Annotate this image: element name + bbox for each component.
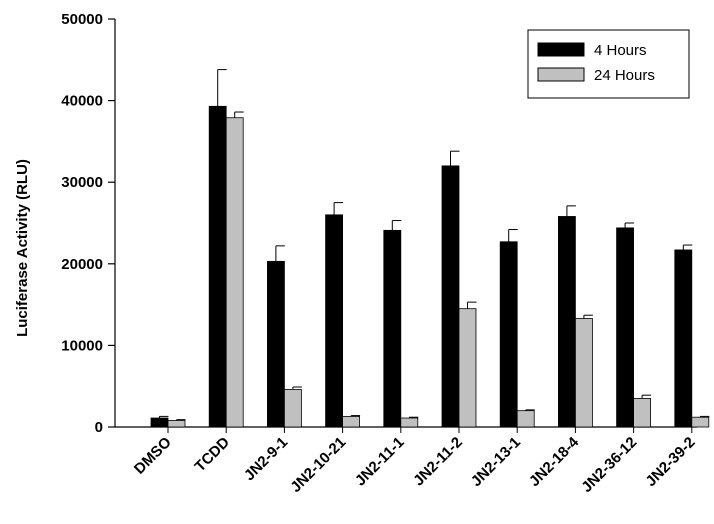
bar-4-hours-jn2-39-2 (674, 249, 693, 428)
bar-24-hours-jn2-36-12 (633, 398, 651, 428)
bar-24-hours-jn2-11-1 (400, 417, 419, 428)
bar-4-hours-jn2-11-1 (383, 229, 402, 428)
y-tick-label: 0 (95, 419, 103, 436)
y-tick-label: 50000 (61, 11, 103, 28)
x-tick-label-jn2-11-1: JN2-11-1 (352, 434, 408, 490)
x-tick-label-tcdd: TCDD (192, 434, 234, 476)
bar-4-hours-jn2-13-1 (499, 241, 518, 428)
x-tick-label-jn2-18-4: JN2-18-4 (526, 433, 583, 490)
legend-swatch-24-hours (537, 67, 585, 82)
y-axis-title: Luciferase Activity (RLU) (14, 159, 31, 337)
bar-4-hours-dmso (150, 417, 169, 428)
bar-4-hours-jn2-18-4 (558, 216, 576, 428)
legend-label-24-hours: 24 Hours (594, 67, 655, 84)
bar-24-hours-jn2-11-2 (458, 308, 477, 428)
error-bars (159, 69, 710, 421)
x-tick-label-jn2-10-21: JN2-10-21 (287, 434, 349, 496)
legend-box (527, 29, 690, 99)
bar-24-hours-jn2-13-1 (516, 410, 535, 428)
legend: 4 Hours 24 Hours (527, 29, 690, 99)
y-axis-ticks: 0 10000 20000 30000 40000 50000 (61, 11, 115, 436)
y-tick-label: 10000 (61, 337, 103, 354)
legend-swatch-4-hours (537, 42, 585, 57)
x-tick-label-dmso: DMSO (131, 434, 175, 478)
legend-label-4-hours: 4 Hours (594, 42, 647, 59)
bar-24-hours-tcdd (225, 117, 244, 428)
bar-4-hours-jn2-10-21 (325, 214, 344, 428)
y-tick-label: 20000 (61, 256, 103, 273)
bar-4-hours-jn2-36-12 (616, 227, 634, 428)
x-tick-label-jn2-11-2: JN2-11-2 (410, 434, 466, 490)
bar-4-hours-tcdd (208, 105, 227, 428)
x-tick-label-jn2-39-2: JN2-39-2 (642, 434, 698, 490)
x-tick-label-jn2-9-1: JN2-9-1 (241, 434, 291, 484)
bar-24-hours-jn2-39-2 (691, 416, 710, 428)
x-tick-label-jn2-36-12: JN2-36-12 (578, 434, 640, 496)
y-tick-label: 30000 (61, 174, 103, 191)
bar-24-hours-jn2-18-4 (575, 318, 593, 428)
bar-24-hours-jn2-9-1 (283, 389, 302, 428)
bar-24-hours-dmso (167, 420, 186, 428)
x-tick-label-jn2-13-1: JN2-13-1 (468, 434, 524, 490)
bar-4-hours-jn2-9-1 (266, 260, 285, 428)
bars (150, 105, 710, 428)
bar-4-hours-jn2-11-2 (441, 165, 460, 428)
bar-24-hours-jn2-10-21 (342, 415, 361, 428)
y-tick-label: 40000 (61, 93, 103, 110)
